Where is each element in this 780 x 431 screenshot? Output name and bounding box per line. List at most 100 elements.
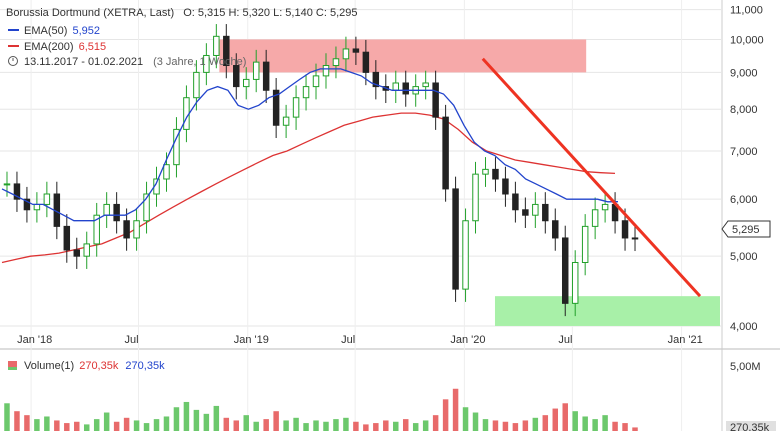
volume-bar (492, 420, 499, 431)
volume-bar (542, 415, 549, 431)
volume-bar (432, 415, 439, 431)
ema200-legend: EMA(200) 6,515 (24, 41, 106, 53)
candle-body (183, 97, 190, 130)
candle-body (372, 71, 380, 88)
candle-body (482, 168, 489, 175)
volume-axis-label: 5,00M (730, 361, 761, 373)
candle-body (23, 198, 31, 211)
legend-title: Borussia Dortmund (XETRA, Last) O: 5,315… (6, 7, 357, 19)
y-tick-label: 5,000 (730, 251, 758, 263)
volume-bar (393, 421, 399, 431)
candle-body (13, 183, 21, 200)
volume-bar (462, 407, 469, 431)
x-tick-label: Jan '19 (234, 334, 269, 346)
volume-bar (383, 420, 389, 431)
volume-bar (173, 407, 180, 431)
volume-swatch-up (8, 367, 17, 370)
volume-swatch-down (8, 361, 17, 367)
candle-body (123, 220, 130, 239)
volume-bars (4, 388, 638, 431)
x-tick-label: Jul (558, 334, 572, 346)
x-tick-label: Jul (125, 334, 139, 346)
volume-bar (153, 419, 160, 431)
candle-body (223, 35, 230, 67)
volume-bar (263, 419, 269, 431)
volume-bar (632, 427, 638, 431)
volume-bar (273, 411, 279, 431)
x-tick-label: Jan '21 (668, 334, 703, 346)
y-tick-label: 10,000 (730, 34, 764, 46)
y-tick-label: 6,000 (730, 194, 758, 206)
volume-bar (303, 423, 309, 431)
trendline (481, 57, 702, 298)
y-tick-label: 7,000 (730, 146, 758, 158)
candle-body (452, 188, 459, 290)
y-tick-label: 4,000 (730, 321, 758, 333)
support-zone (494, 296, 720, 326)
volume-bar (103, 412, 110, 431)
candle-body (532, 203, 539, 216)
volume-bar (353, 421, 359, 431)
y-tick-label: 8,000 (730, 104, 758, 116)
candle-body (163, 164, 170, 180)
candle-body (561, 237, 569, 304)
volume-bar (333, 419, 339, 431)
candle-body (242, 78, 250, 88)
volume-bar (562, 403, 568, 431)
x-tick-label: Jan '20 (450, 334, 485, 346)
candle-body (332, 58, 340, 67)
candle-body (3, 183, 11, 186)
volume-bar (313, 420, 319, 431)
candle-body (292, 97, 300, 118)
volume-bar (24, 415, 30, 431)
candle-body (113, 203, 120, 222)
candle-body (193, 71, 200, 99)
volume-bar (113, 421, 120, 431)
ema50-line (1, 68, 619, 222)
volume-bar (293, 417, 299, 431)
volume-bar (123, 417, 130, 431)
clock-icon (8, 56, 18, 66)
ema50-series (1, 68, 619, 222)
volume-bar (213, 405, 220, 431)
candle-body (552, 220, 559, 239)
candle-body (392, 82, 400, 91)
volume-bar (502, 421, 509, 431)
candle-body (512, 193, 519, 211)
volume-bar (422, 420, 429, 431)
volume-bar (442, 399, 449, 431)
volume-bar (472, 412, 479, 431)
volume-bar (323, 421, 329, 431)
volume-bar (582, 416, 588, 431)
candle-body (83, 243, 90, 257)
candle-body (631, 237, 639, 240)
candle-body (302, 86, 310, 99)
candle-body (133, 220, 140, 239)
volume-bar (343, 417, 349, 431)
volume-bar (482, 419, 489, 431)
candle-body (601, 203, 609, 211)
volume-bar (223, 417, 230, 431)
candle-body (322, 65, 330, 77)
legend: Borussia Dortmund (XETRA, Last) O: 5,315… (6, 7, 357, 68)
candle-body (432, 82, 439, 118)
volume-bar (532, 417, 539, 431)
candle-body (472, 173, 479, 222)
last-price-tag: 5,295 (721, 220, 771, 238)
candle-body (143, 193, 150, 222)
volume-bar (143, 423, 150, 431)
volume-bar (363, 424, 369, 431)
candle-body (522, 209, 529, 216)
trendline-line (481, 57, 702, 298)
candle-body (621, 220, 629, 239)
ema200-line (1, 112, 616, 264)
volume-bar (552, 408, 559, 431)
ema50-legend: EMA(50) 5,952 (24, 25, 100, 37)
candle-body (342, 48, 350, 60)
volume-bar (163, 416, 170, 431)
candle-body (581, 225, 589, 264)
x-tick-label: Jul (341, 334, 355, 346)
last-price-value: 5,295 (732, 224, 760, 236)
ema200-series (1, 112, 616, 264)
volume-bar (253, 421, 259, 431)
